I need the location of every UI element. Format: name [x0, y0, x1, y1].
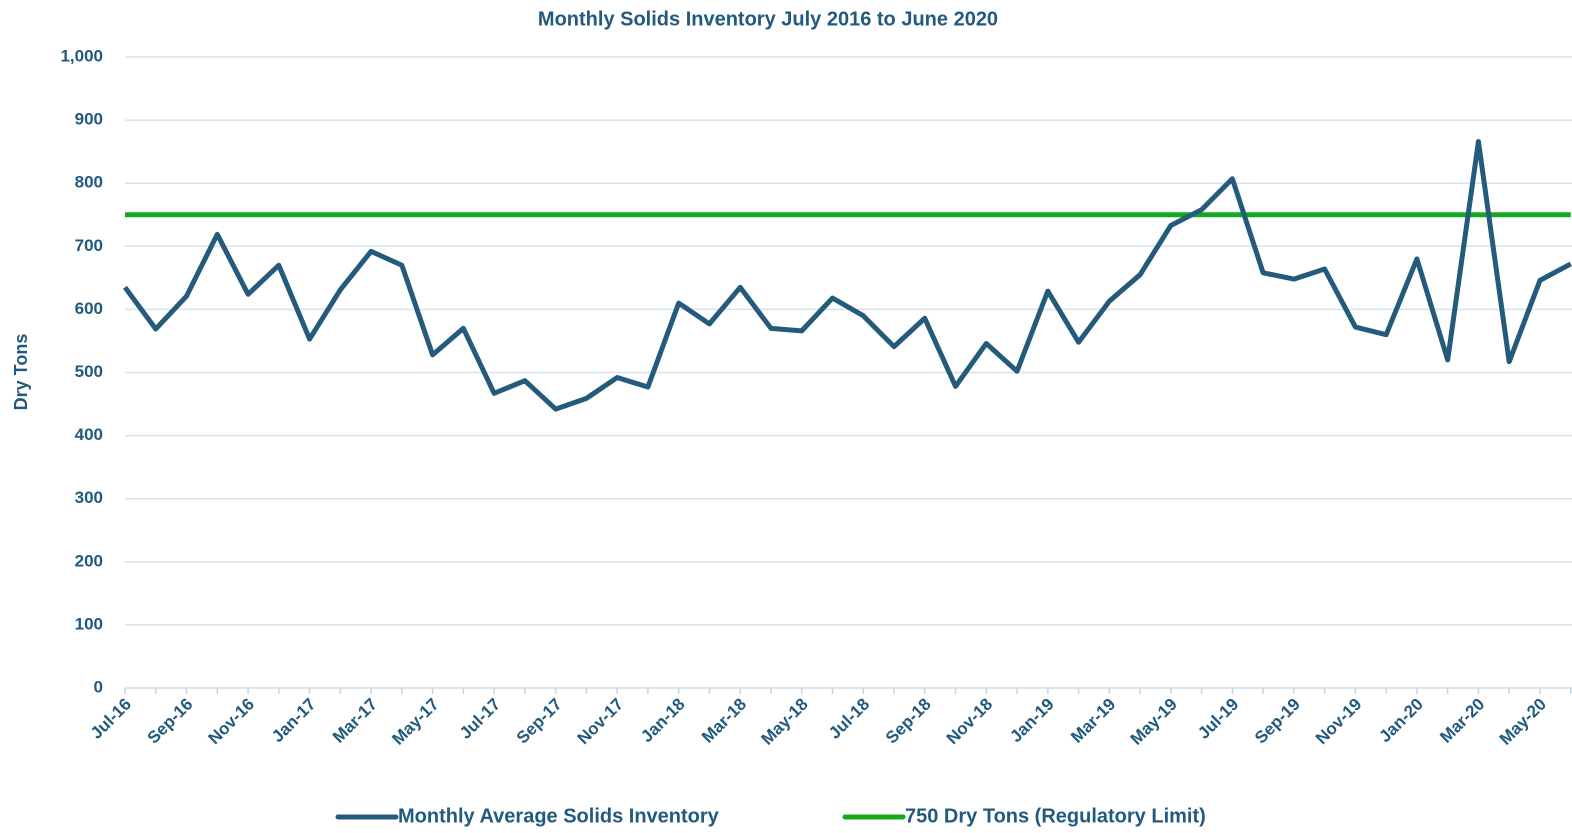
y-tick-label: 400 [75, 425, 103, 444]
x-tick-label: Sep-18 [882, 695, 935, 748]
x-tick-label: Nov-17 [574, 695, 628, 749]
x-tick-label: Mar-19 [1067, 695, 1119, 747]
x-tick-label: Sep-17 [513, 695, 566, 748]
x-tick-label: Jul-16 [87, 695, 135, 743]
x-tick-label: Nov-18 [943, 695, 997, 749]
x-tick-label: Jan-17 [268, 695, 320, 747]
y-tick-label: 900 [75, 110, 103, 129]
x-tick-label: Sep-16 [144, 695, 197, 748]
x-tick-label: Mar-20 [1436, 695, 1488, 747]
x-tick-label: May-18 [758, 695, 812, 749]
y-tick-label: 1,000 [60, 46, 103, 65]
y-tick-label: 700 [75, 236, 103, 255]
y-axis-label: Dry Tons [11, 334, 31, 411]
y-tick-label: 200 [75, 551, 103, 570]
x-tick-label: Jul-17 [456, 695, 504, 743]
x-tick-label: Jul-18 [825, 695, 873, 743]
x-tick-label: May-20 [1496, 695, 1550, 749]
x-tick-label: May-19 [1127, 695, 1181, 749]
legend-label: Monthly Average Solids Inventory [398, 805, 720, 827]
x-tick-label: Nov-16 [205, 695, 259, 749]
x-tick-label: Jul-19 [1194, 695, 1242, 743]
x-tick-label: Nov-19 [1312, 695, 1366, 749]
chart-title: Monthly Solids Inventory July 2016 to Ju… [538, 8, 998, 30]
x-tick-label: Mar-18 [698, 695, 750, 747]
x-tick-label: Jan-18 [637, 695, 689, 747]
y-tick-label: 500 [75, 362, 103, 381]
y-tick-label: 100 [75, 614, 103, 633]
y-tick-label: 300 [75, 488, 103, 507]
x-tick-label: May-17 [388, 695, 442, 749]
legend-label: 750 Dry Tons (Regulatory Limit) [905, 805, 1206, 827]
x-tick-label: Sep-19 [1251, 695, 1304, 748]
y-tick-label: 600 [75, 299, 103, 318]
x-tick-label: Jan-20 [1375, 695, 1427, 747]
y-tick-label: 0 [94, 677, 103, 696]
y-tick-label: 800 [75, 173, 103, 192]
x-tick-label: Mar-17 [329, 695, 381, 747]
x-tick-label: Jan-19 [1006, 695, 1058, 747]
series-line [122, 139, 1572, 412]
